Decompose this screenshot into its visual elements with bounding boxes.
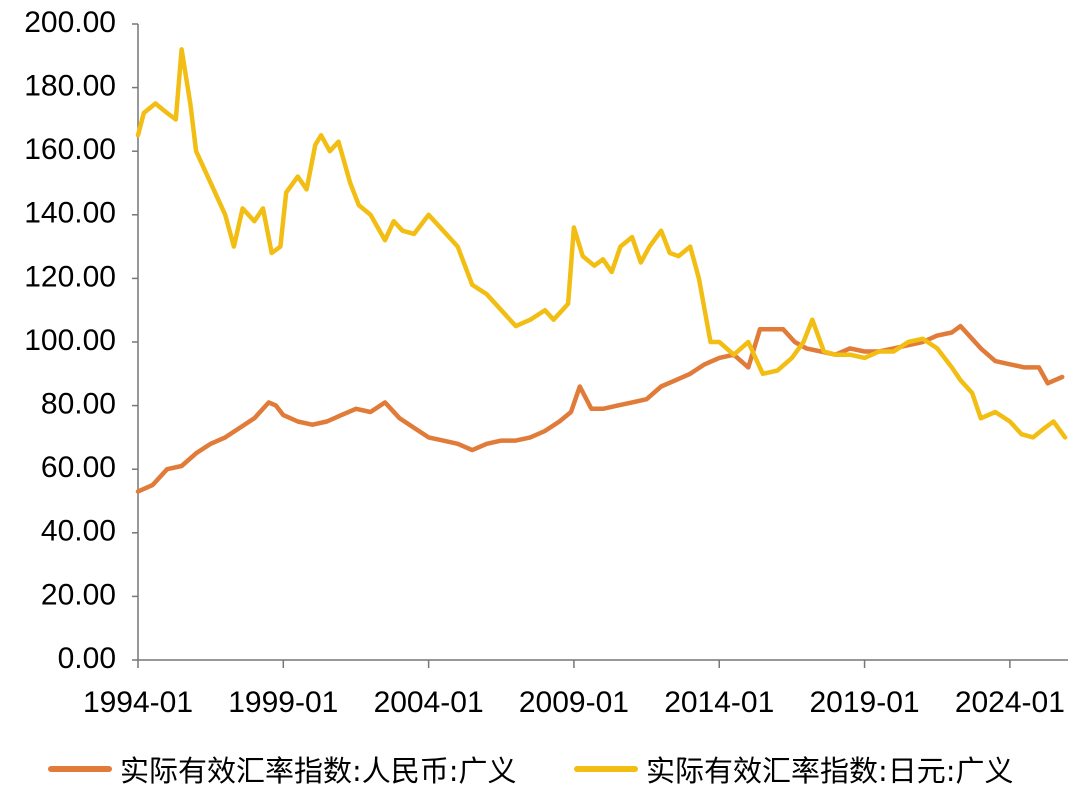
x-tick-label: 1994-01 bbox=[83, 686, 193, 719]
x-axis: 1994-01 1999-01 2004-01 2009-01 2014-01 2019-… bbox=[83, 659, 1068, 719]
y-axis: 0.00 20.00 40.00 60.00 80.00 100.00 120.00 140.… bbox=[24, 6, 139, 675]
x-tick-label: 2019-01 bbox=[810, 686, 920, 719]
x-tick-label: 2004-01 bbox=[374, 686, 484, 719]
legend-item-rmb: 实际有效汇率指数:人民币:广义 bbox=[48, 748, 517, 790]
chart-legend: 实际有效汇率指数:人民币:广义 实际有效汇率指数:日元:广义 bbox=[0, 748, 1080, 792]
legend-swatch-rmb bbox=[48, 766, 112, 772]
line-chart: 0.00 20.00 40.00 60.00 80.00 100.00 120.00 140.… bbox=[24, 6, 1068, 719]
legend-item-jpy: 实际有效汇率指数:日元:广义 bbox=[574, 748, 1014, 790]
y-tick-label: 20.00 bbox=[41, 578, 116, 611]
y-tick-label: 120.00 bbox=[24, 260, 116, 293]
y-tick-label: 0.00 bbox=[58, 642, 116, 675]
series-line-jpy bbox=[135, 47, 1068, 440]
x-tick-label: 2009-01 bbox=[519, 686, 629, 719]
y-tick-label: 140.00 bbox=[24, 197, 116, 230]
legend-label-jpy: 实际有效汇率指数:日元:广义 bbox=[646, 754, 1014, 788]
y-tick-label: 200.00 bbox=[24, 6, 116, 39]
series-layer bbox=[135, 47, 1068, 494]
y-tick-label: 80.00 bbox=[41, 388, 116, 421]
y-tick-label: 180.00 bbox=[24, 70, 116, 103]
legend-label-rmb: 实际有效汇率指数:人民币:广义 bbox=[120, 754, 517, 788]
x-tick-label: 1999-01 bbox=[228, 686, 338, 719]
x-tick-label: 2024-01 bbox=[955, 686, 1065, 719]
y-tick-label: 60.00 bbox=[41, 451, 116, 484]
y-tick-label: 40.00 bbox=[41, 515, 116, 548]
y-tick-label: 160.00 bbox=[24, 133, 116, 166]
y-tick-label: 100.00 bbox=[24, 324, 116, 357]
series-line-rmb bbox=[135, 323, 1065, 494]
legend-swatch-jpy bbox=[574, 766, 638, 772]
x-tick-label: 2014-01 bbox=[664, 686, 774, 719]
